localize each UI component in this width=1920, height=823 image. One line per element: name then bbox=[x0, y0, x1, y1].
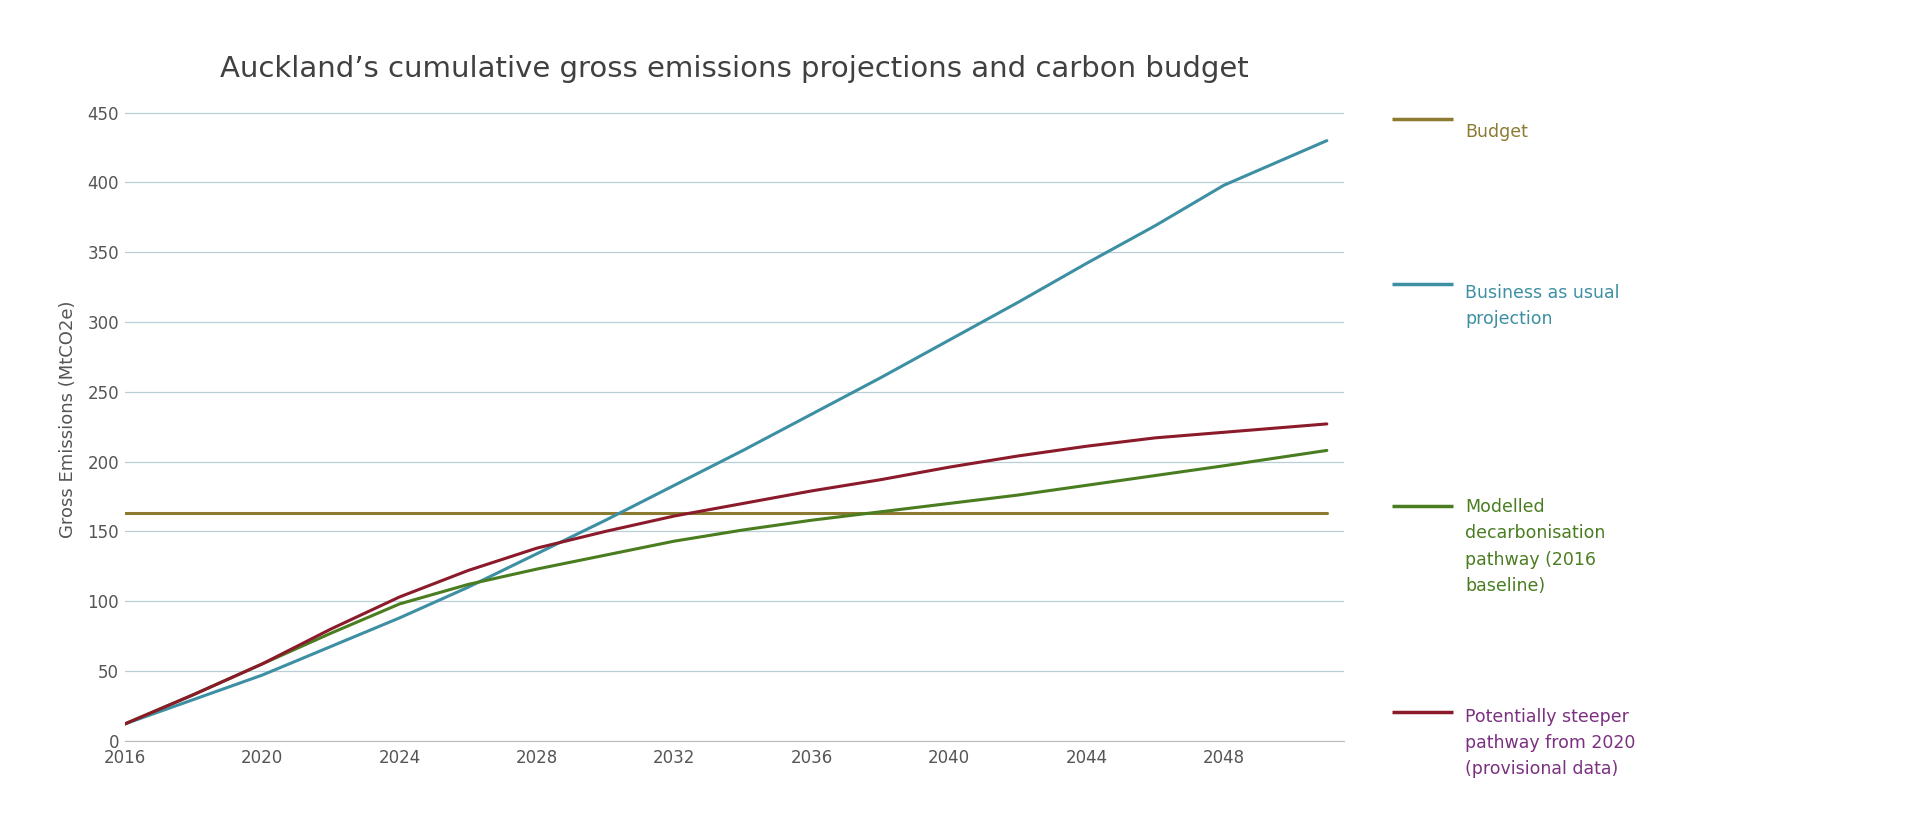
Text: Business as usual: Business as usual bbox=[1465, 284, 1619, 302]
Text: (provisional data): (provisional data) bbox=[1465, 760, 1619, 779]
Text: decarbonisation: decarbonisation bbox=[1465, 524, 1605, 542]
Text: pathway from 2020: pathway from 2020 bbox=[1465, 734, 1636, 752]
Text: Potentially steeper: Potentially steeper bbox=[1465, 708, 1628, 726]
Title: Auckland’s cumulative gross emissions projections and carbon budget: Auckland’s cumulative gross emissions pr… bbox=[221, 54, 1248, 82]
Text: Budget: Budget bbox=[1465, 123, 1528, 142]
Text: baseline): baseline) bbox=[1465, 577, 1546, 595]
Text: Modelled: Modelled bbox=[1465, 498, 1544, 516]
Text: pathway (2016: pathway (2016 bbox=[1465, 551, 1596, 569]
Text: projection: projection bbox=[1465, 310, 1553, 328]
Y-axis label: Gross Emissions (MtCO2e): Gross Emissions (MtCO2e) bbox=[58, 301, 77, 538]
